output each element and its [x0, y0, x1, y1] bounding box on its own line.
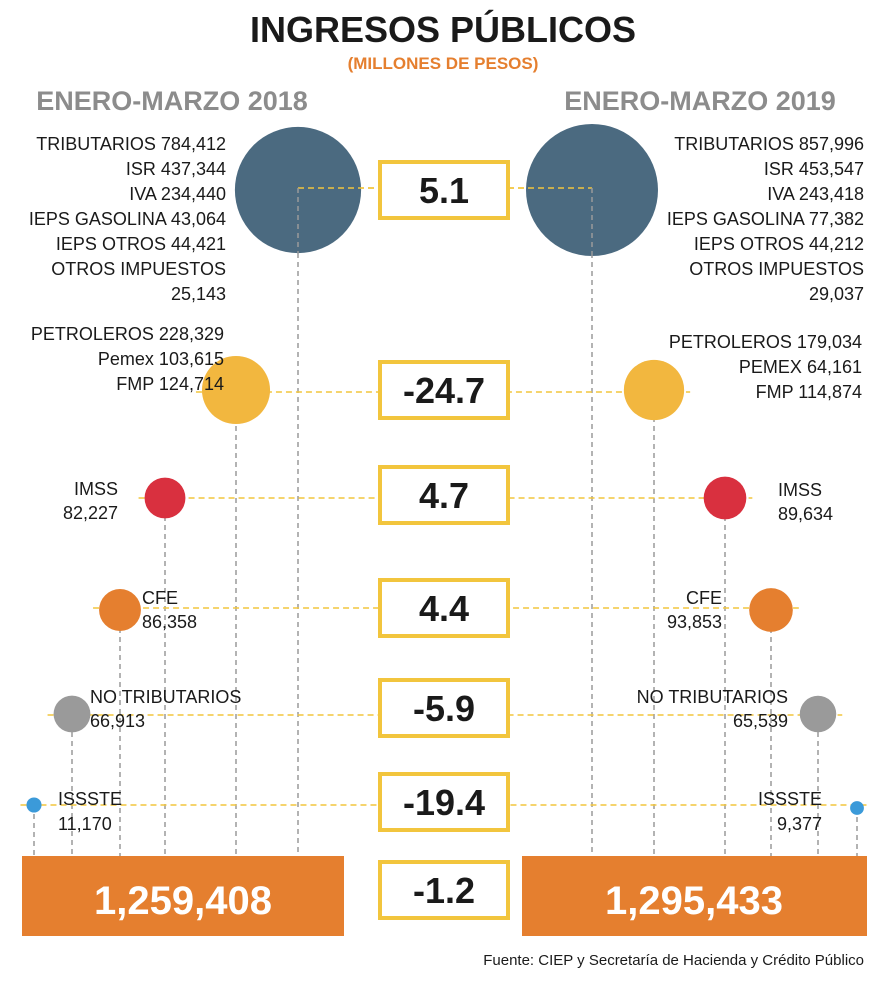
chart-subtitle: (MILLONES DE PESOS): [348, 54, 539, 73]
bubble-2019-imss: [703, 476, 747, 520]
label-2019-petroleros-2: FMP 114,874: [756, 382, 862, 402]
label-2018-tributarios-6: 25,143: [171, 284, 226, 304]
label-2018-petroleros-0: PETROLEROS 228,329: [31, 324, 224, 344]
label-2018-imss-0: IMSS: [74, 479, 118, 499]
label-2018-tributarios-2: IVA 234,440: [129, 184, 226, 204]
label-2019-cfe-1: 93,853: [667, 612, 722, 632]
bubble-2019-no-tributarios: [799, 695, 837, 733]
change-box-total: [378, 860, 510, 920]
bubble-2018-imss: [144, 477, 186, 519]
label-2019-no-tributarios-1: 65,539: [733, 711, 788, 731]
label-2019-tributarios-1: ISR 453,547: [764, 159, 864, 179]
change-value-petroleros: -24.7: [403, 370, 485, 411]
label-2019-petroleros-1: PEMEX 64,161: [739, 357, 862, 377]
label-2018-tributarios-4: IEPS OTROS 44,421: [56, 234, 226, 254]
bubble-2019-cfe: [749, 588, 793, 632]
label-2019-tributarios-3: IEPS GASOLINA 77,382: [667, 209, 864, 229]
bubble-2019-petroleros: [623, 359, 685, 421]
label-2019-cfe-0: CFE: [686, 588, 722, 608]
total-bar-2019: [522, 856, 867, 936]
change-value-tributarios: 5.1: [419, 170, 469, 211]
label-2018-tributarios-1: ISR 437,344: [126, 159, 226, 179]
right-period-label: ENERO-MARZO 2019: [564, 86, 836, 116]
change-value-cfe: 4.4: [419, 588, 469, 629]
change-box-cfe: [378, 578, 510, 638]
chart-marks: 5.1 TRIBUTARIOS 784,412 ISR 437,344 IVA 234…: [20, 124, 870, 936]
change-box-tributarios: [378, 160, 510, 220]
label-2018-issste-0: ISSSTE: [58, 789, 122, 809]
label-2018-tributarios-0: TRIBUTARIOS 784,412: [36, 134, 226, 154]
total-value-2018: 1,259,408: [94, 879, 272, 923]
change-box-petroleros: [378, 360, 510, 420]
bubble-2018-issste: [26, 797, 42, 813]
bubble-2018-no-tributarios: [53, 695, 91, 733]
label-2019-tributarios-2: IVA 243,418: [767, 184, 864, 204]
label-2018-imss-1: 82,227: [63, 503, 118, 523]
label-2019-issste-1: 9,377: [777, 814, 822, 834]
label-2018-tributarios-3: IEPS GASOLINA 43,064: [29, 209, 226, 229]
label-2018-petroleros-1: Pemex 103,615: [98, 349, 224, 369]
label-2019-imss-1: 89,634: [778, 504, 833, 524]
label-2018-cfe-1: 86,358: [142, 612, 197, 632]
label-2019-imss-0: IMSS: [778, 480, 822, 500]
label-2018-no-tributarios-1: 66,913: [90, 711, 145, 731]
label-2018-tributarios-5: OTROS IMPUESTOS: [51, 259, 226, 279]
label-2018-cfe-0: CFE: [142, 588, 178, 608]
bubble-2018-petroleros: [201, 355, 271, 425]
chart-title: INGRESOS PÚBLICOS: [250, 8, 636, 50]
change-value-total: -1.2: [413, 870, 475, 911]
total-value-2019: 1,295,433: [605, 879, 783, 923]
change-value-issste: -19.4: [403, 782, 485, 823]
label-2018-petroleros-2: FMP 124,714: [116, 374, 224, 394]
change-box-no-tributarios: [378, 678, 510, 738]
bubble-2018-cfe: [99, 589, 141, 631]
label-2019-tributarios-0: TRIBUTARIOS 857,996: [674, 134, 864, 154]
label-2018-no-tributarios-0: NO TRIBUTARIOS: [90, 687, 241, 707]
label-2019-tributarios-5: OTROS IMPUESTOS: [689, 259, 864, 279]
left-period-label: ENERO-MARZO 2018: [36, 86, 308, 116]
change-box-issste: [378, 772, 510, 832]
total-bar-2018: [22, 856, 344, 936]
label-2018-issste-1: 11,170: [58, 814, 112, 834]
label-2019-issste-0: ISSSTE: [758, 789, 822, 809]
label-2019-no-tributarios-0: NO TRIBUTARIOS: [637, 687, 788, 707]
label-2019-tributarios-6: 29,037: [809, 284, 864, 304]
label-2019-tributarios-4: IEPS OTROS 44,212: [694, 234, 864, 254]
change-box-imss: [378, 465, 510, 525]
bubble-2019-issste: [850, 801, 864, 815]
change-value-imss: 4.7: [419, 475, 469, 516]
label-2019-petroleros-0: PETROLEROS 179,034: [669, 332, 862, 352]
source-note: Fuente: CIEP y Secretaría de Hacienda y …: [483, 952, 864, 969]
change-value-no-tributarios: -5.9: [413, 688, 475, 729]
